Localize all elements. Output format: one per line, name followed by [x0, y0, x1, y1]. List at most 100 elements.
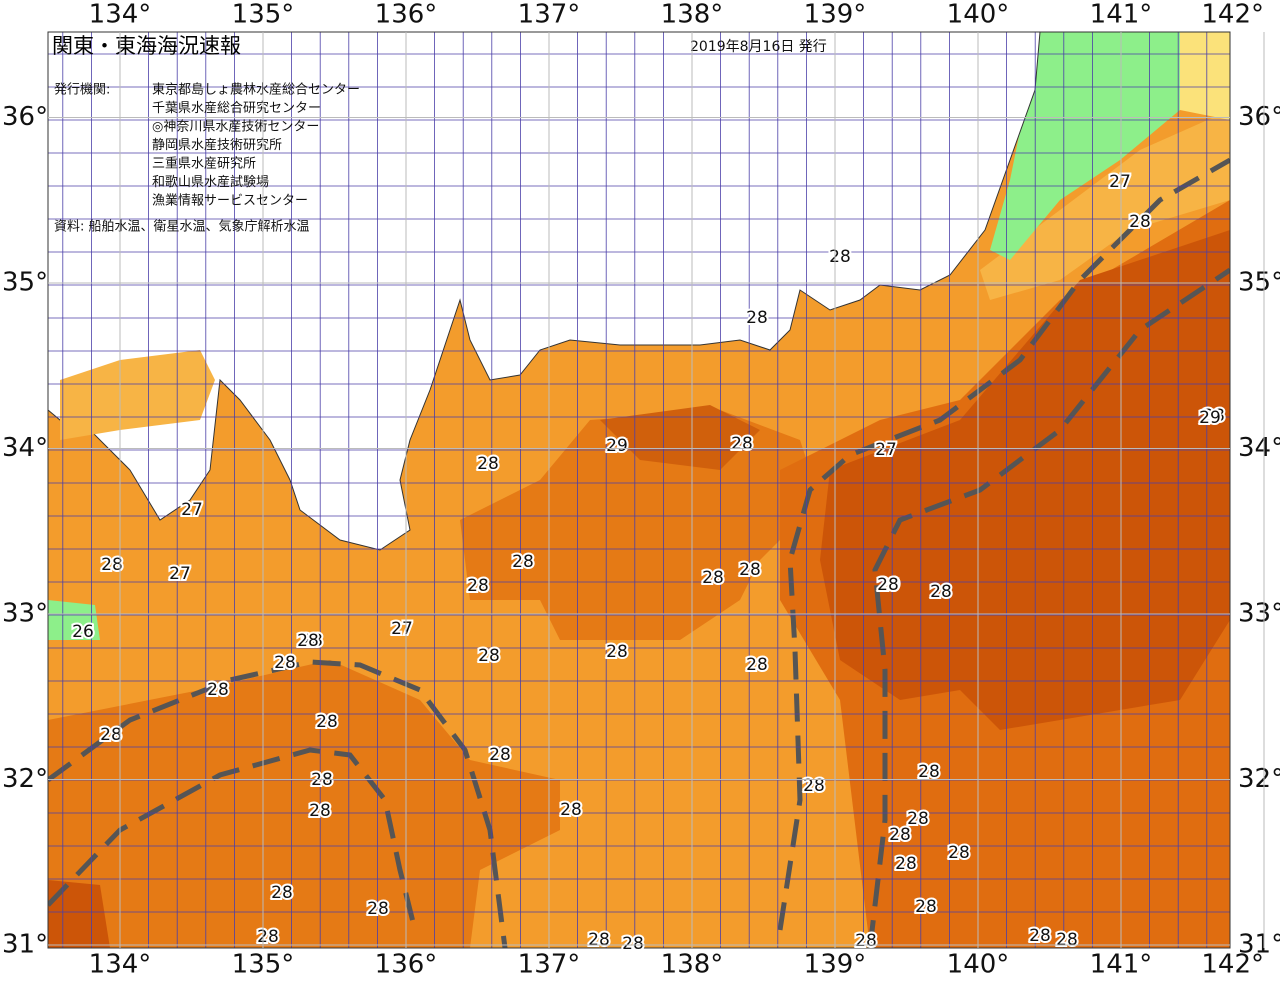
issuer: 和歌山県水産試験場: [152, 174, 269, 190]
contour-label: 27: [169, 564, 191, 584]
sea-cool: [980, 110, 1230, 300]
contour-label: 28: [207, 680, 229, 700]
lat-tick-label: 35°: [1238, 268, 1280, 298]
contour-label: 28: [467, 576, 489, 596]
contour-label: 28: [309, 801, 331, 821]
contour-label: 28: [100, 725, 122, 745]
lat-tick-label: 32°: [1238, 764, 1280, 794]
lat-tick-label: 31°: [1238, 930, 1280, 960]
contour-label: 28: [367, 899, 389, 919]
lon-tick-label: 137°: [518, 950, 581, 980]
lon-tick-label: 136°: [375, 950, 438, 980]
lon-tick-label: 139°: [804, 950, 867, 980]
contour-label: 28: [877, 575, 899, 595]
sea-cold: [990, 32, 1180, 260]
contour-label: 28: [478, 646, 500, 666]
lon-tick-label: 141°: [1090, 950, 1153, 980]
frame: [47, 31, 1231, 949]
lat-tick-label: 36°: [2, 102, 48, 132]
sea-warmest: [48, 880, 110, 948]
contour-label: 29: [606, 436, 628, 456]
contour-label: 28: [803, 776, 825, 796]
contour-label: 28: [560, 800, 582, 820]
issuer: 静岡県水産技術研究所: [152, 137, 282, 153]
contour-label: 28: [477, 454, 499, 474]
lon-tick-label: 135°: [232, 950, 295, 980]
lat-tick-label: 32°: [2, 764, 48, 794]
sea-cool: [1180, 32, 1230, 120]
lon-tick-label: 139°: [804, 0, 867, 30]
contour-label: 28: [257, 927, 279, 947]
issuer: ◎神奈川県水産技術センター: [152, 119, 319, 135]
contour-label: 28: [855, 931, 877, 951]
lat-tick-label: 34°: [2, 433, 48, 463]
contour-label: 28: [1129, 212, 1151, 232]
contour-label: 28: [101, 555, 123, 575]
contour-label: 28: [316, 712, 338, 732]
contour-label: 28: [746, 655, 768, 675]
contour-label: 28: [271, 883, 293, 903]
contour-label: 28: [948, 843, 970, 863]
kuroshio-axis: [48, 747, 418, 931]
issuer: 東京都島しょ農林水産総合センター: [152, 82, 360, 98]
kuroshio-axis: [777, 157, 1230, 931]
contour-label: 26: [72, 622, 94, 642]
issue-date: 2019年8月16日 発行: [690, 39, 827, 55]
lat-tick-label: 34°: [1238, 433, 1280, 463]
contour-label: 28: [588, 930, 610, 950]
sea-warmer: [600, 405, 760, 470]
sea-surface: [48, 32, 1230, 948]
contour-label: 28: [297, 631, 319, 651]
lon-tick-label: 134°: [89, 950, 152, 980]
lat-tick-label: 35°: [2, 268, 48, 298]
issuer: 漁業情報サービスセンター: [152, 193, 308, 209]
lon-tick-label: 135°: [232, 0, 295, 30]
contour-label: 28: [274, 653, 296, 673]
contour-label: 29: [878, 575, 900, 595]
lon-tick-label: 138°: [661, 0, 724, 30]
sea-cold: [48, 600, 100, 640]
contour-label: 28: [1203, 406, 1225, 426]
lat-tick-label: 36°: [1238, 102, 1280, 132]
lon-tick-label: 142°: [1201, 950, 1264, 980]
contour-label: 28: [739, 560, 761, 580]
source: 資料: 船舶水温、衛星水温、気象庁解析水温: [54, 219, 310, 235]
contour-label: 28: [930, 582, 952, 602]
lon-tick-label: 137°: [518, 0, 581, 30]
lon-tick-label: 141°: [1090, 0, 1153, 30]
lon-tick-label: 140°: [947, 950, 1010, 980]
contour-label: 28: [512, 552, 534, 572]
contour-label: 28: [301, 631, 323, 651]
lon-tick-label: 134°: [89, 0, 152, 30]
contour-label: 28: [889, 825, 911, 845]
contour-label: 28: [746, 308, 768, 328]
sea-warm: [460, 410, 820, 640]
lat-tick-label: 33°: [2, 599, 48, 629]
contour-label: 28: [702, 568, 724, 588]
land: [48, 32, 1041, 551]
contour-label: 28: [915, 897, 937, 917]
lon-tick-label: 136°: [375, 0, 438, 30]
lon-tick-label: 142°: [1201, 0, 1264, 30]
lon-tick-label: 140°: [947, 0, 1010, 30]
issuer: 千葉県水産総合研究センター: [152, 100, 321, 116]
contour-label: 27: [875, 440, 897, 460]
contour-label: 28: [622, 934, 644, 954]
sea-warm: [48, 660, 560, 948]
contour-label: 28: [606, 642, 628, 662]
lat-tick-label: 33°: [1238, 599, 1280, 629]
contour-label: 27: [1109, 172, 1131, 192]
kuroshio-axis: [48, 659, 508, 948]
contour-label: 27: [391, 619, 413, 639]
issuer-label: 発行機関:: [54, 83, 110, 98]
contour-label: 28: [907, 809, 929, 829]
contour-label: 28: [829, 247, 851, 267]
contour-label: 28: [489, 745, 511, 765]
lon-tick-label: 138°: [661, 950, 724, 980]
kuroshio-axis: [867, 267, 1230, 948]
contour-label: 28: [731, 434, 753, 454]
